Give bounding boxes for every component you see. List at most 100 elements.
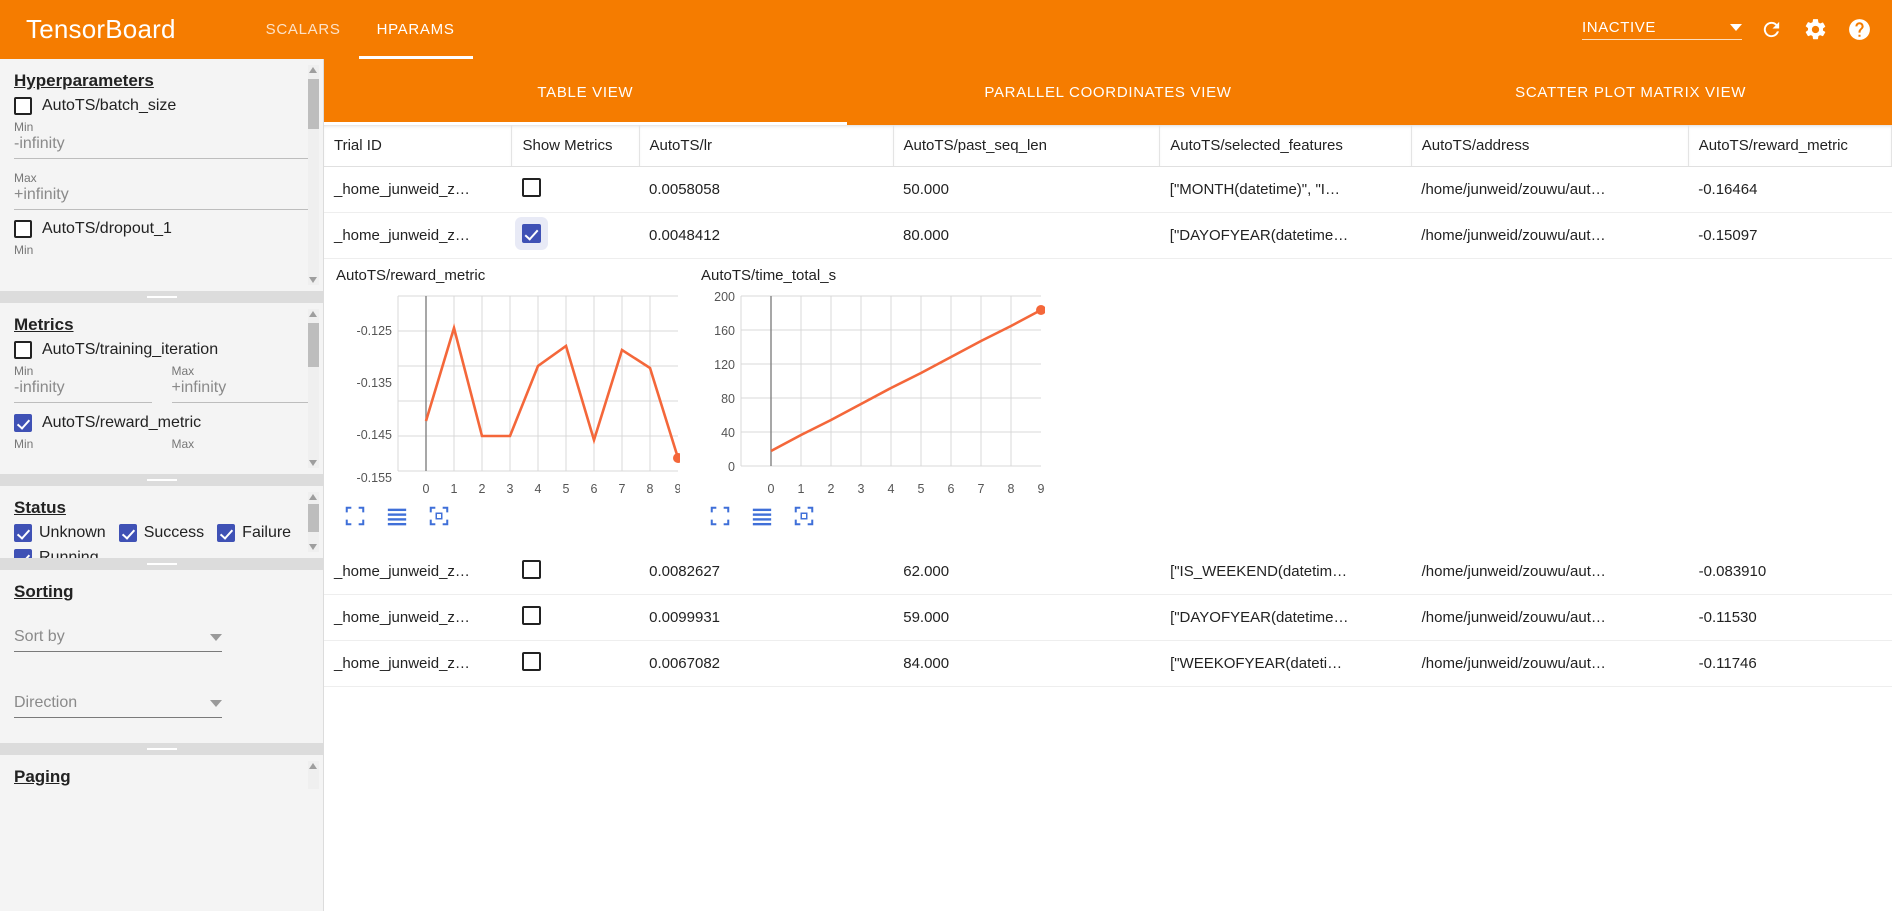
show-metrics-checkbox-icon[interactable] xyxy=(522,652,542,671)
min-label: Min xyxy=(14,364,34,378)
svg-text:2: 2 xyxy=(828,482,835,496)
panel-divider[interactable] xyxy=(0,474,323,486)
paging-title: Paging xyxy=(14,767,71,786)
cell-selected-features: ["WEEKOFYEAR(dateti… xyxy=(1160,640,1412,687)
cell-show-metrics[interactable] xyxy=(511,166,639,213)
scroll-up-icon[interactable] xyxy=(309,763,317,769)
run-selector-value: INACTIVE xyxy=(1582,19,1656,36)
tab-parallel-coordinates-view[interactable]: PARALLEL COORDINATES VIEW xyxy=(984,83,1232,101)
metric-label: AutoTS/training_iteration xyxy=(42,341,219,358)
fit-domain-icon[interactable] xyxy=(709,505,735,531)
cell-trial-id: _home_junweid_z… xyxy=(324,640,513,687)
cell-show-metrics[interactable] xyxy=(512,640,640,687)
checkbox-icon-unknown[interactable] xyxy=(14,524,32,542)
checkbox-icon-success[interactable] xyxy=(118,524,137,542)
hparam-checkbox-dropout-1[interactable]: AutoTS/dropout_1 xyxy=(14,220,309,238)
max-value[interactable]: +infinity xyxy=(171,379,309,403)
hyperparameters-scrollbar[interactable] xyxy=(308,65,319,285)
svg-text:6: 6 xyxy=(948,482,955,496)
help-circle-icon[interactable] xyxy=(1844,15,1874,45)
checkbox-icon-running[interactable] xyxy=(14,549,32,558)
status-scrollbar[interactable] xyxy=(308,492,319,552)
min-value[interactable]: -infinity xyxy=(14,135,309,159)
checkbox-icon[interactable] xyxy=(14,341,32,359)
paging-scrollbar[interactable] xyxy=(308,761,319,789)
line-chart-reward-metric[interactable]: -0.125 -0.135 -0.145 -0.155 0 1 2 3 4 5 6 7 … xyxy=(332,288,680,503)
training-iteration-min-field[interactable]: Min -infinity xyxy=(14,364,152,403)
settings-gear-icon[interactable] xyxy=(1800,15,1830,45)
cell-show-metrics[interactable] xyxy=(512,594,640,641)
svg-text:-0.155: -0.155 xyxy=(357,471,392,485)
metric-checkbox-reward-metric[interactable]: AutoTS/reward_metric xyxy=(14,414,309,432)
reward-metric-min-field[interactable]: Min xyxy=(14,437,152,452)
reward-metric-max-field[interactable]: Max xyxy=(172,437,310,452)
tab-scatter-plot-matrix-view[interactable]: SCATTER PLOT MATRIX VIEW xyxy=(1515,83,1747,101)
column-header-lr[interactable]: AutoTS/lr xyxy=(639,125,894,167)
checkbox-icon-failure[interactable] xyxy=(217,524,236,542)
expand-icon[interactable] xyxy=(793,505,819,531)
scroll-down-icon[interactable] xyxy=(309,460,317,466)
metrics-scrollbar[interactable] xyxy=(308,309,319,468)
main-content: TABLE VIEW PARALLEL COORDINATES VIEW SCA… xyxy=(324,59,1892,911)
show-metrics-checkbox-icon[interactable] xyxy=(521,178,541,197)
column-header-show-metrics[interactable]: Show Metrics xyxy=(511,125,640,167)
checkbox-icon[interactable] xyxy=(14,414,32,432)
checkbox-icon[interactable] xyxy=(14,220,32,238)
column-header-reward-metric[interactable]: AutoTS/reward_metric xyxy=(1688,125,1892,167)
cell-show-metrics[interactable] xyxy=(512,549,640,595)
column-header-past-seq-len[interactable]: AutoTS/past_seq_len xyxy=(893,125,1161,167)
table-row[interactable]: _home_junweid_z… 0.0048412 80.000 ["DAYO… xyxy=(324,212,1892,259)
line-chart-time-total-s[interactable]: 200 160 120 80 40 0 0 1 2 3 4 5 6 7 8 9 xyxy=(697,288,1045,503)
panel-divider[interactable] xyxy=(0,743,323,755)
min-value[interactable]: -infinity xyxy=(14,379,152,403)
table-row[interactable]: _home_junweid_z… 0.0067082 84.000 ["WEEK… xyxy=(324,640,1892,687)
tab-table-view[interactable]: TABLE VIEW xyxy=(324,59,847,125)
scrollbar-thumb[interactable] xyxy=(308,79,319,129)
training-iteration-max-field[interactable]: Max +infinity xyxy=(171,364,309,403)
chart-endpoint-marker xyxy=(673,453,680,463)
nav-tab-scalars[interactable]: SCALARS xyxy=(265,21,341,38)
scroll-down-icon[interactable] xyxy=(309,544,317,550)
scrollbar-thumb[interactable] xyxy=(308,504,319,532)
show-metrics-checkbox-icon[interactable] xyxy=(522,606,542,625)
column-header-trial-id[interactable]: Trial ID xyxy=(324,125,513,167)
checkbox-icon[interactable] xyxy=(14,97,32,115)
fit-domain-icon[interactable] xyxy=(344,505,370,531)
batch-size-min-field[interactable]: Min -infinity xyxy=(14,120,309,159)
max-value[interactable]: +infinity xyxy=(14,186,309,210)
show-metrics-checkbox-icon[interactable] xyxy=(522,560,542,579)
direction-select[interactable]: Direction xyxy=(14,694,222,718)
cell-show-metrics[interactable] xyxy=(511,212,639,259)
chart-series-line xyxy=(424,323,680,459)
scrollbar-thumb[interactable] xyxy=(308,323,319,367)
scroll-up-icon[interactable] xyxy=(309,494,317,500)
scroll-up-icon[interactable] xyxy=(309,311,317,317)
scroll-down-icon[interactable] xyxy=(309,277,317,283)
scroll-up-icon[interactable] xyxy=(309,67,317,73)
table-row[interactable]: _home_junweid_z… 0.0058058 50.000 ["MONT… xyxy=(324,166,1892,213)
panel-divider[interactable] xyxy=(0,291,323,303)
table-row[interactable]: _home_junweid_z… 0.0082627 62.000 ["IS_W… xyxy=(324,549,1892,595)
expand-icon[interactable] xyxy=(428,505,454,531)
dropout-1-min-field[interactable]: Min xyxy=(14,243,309,257)
table-row[interactable]: _home_junweid_z… 0.0099931 59.000 ["DAYO… xyxy=(324,594,1892,641)
svg-text:9: 9 xyxy=(1038,482,1045,496)
batch-size-max-field[interactable]: Max +infinity xyxy=(14,171,309,210)
svg-text:-0.145: -0.145 xyxy=(357,428,392,442)
column-header-address[interactable]: AutoTS/address xyxy=(1411,125,1689,167)
column-header-selected-features[interactable]: AutoTS/selected_features xyxy=(1159,125,1412,167)
chevron-down-icon xyxy=(210,699,222,707)
horizontal-lines-icon[interactable] xyxy=(751,505,777,531)
refresh-icon[interactable] xyxy=(1756,15,1786,45)
app-bar-actions: INACTIVE xyxy=(1582,15,1892,45)
run-selector[interactable]: INACTIVE xyxy=(1582,19,1742,40)
metric-checkbox-training-iteration[interactable]: AutoTS/training_iteration xyxy=(14,341,309,359)
nav-tab-hparams[interactable]: HPARAMS xyxy=(358,0,473,59)
sort-by-select[interactable]: Sort by xyxy=(14,628,222,652)
cell-trial-id: _home_junweid_z… xyxy=(324,549,513,595)
chart-y-tick-labels: -0.125 -0.135 -0.145 -0.155 xyxy=(357,324,392,485)
panel-divider[interactable] xyxy=(0,558,323,570)
hparam-checkbox-batch-size[interactable]: AutoTS/batch_size xyxy=(14,97,309,115)
show-metrics-checkbox-icon[interactable] xyxy=(521,224,541,243)
horizontal-lines-icon[interactable] xyxy=(386,505,412,531)
